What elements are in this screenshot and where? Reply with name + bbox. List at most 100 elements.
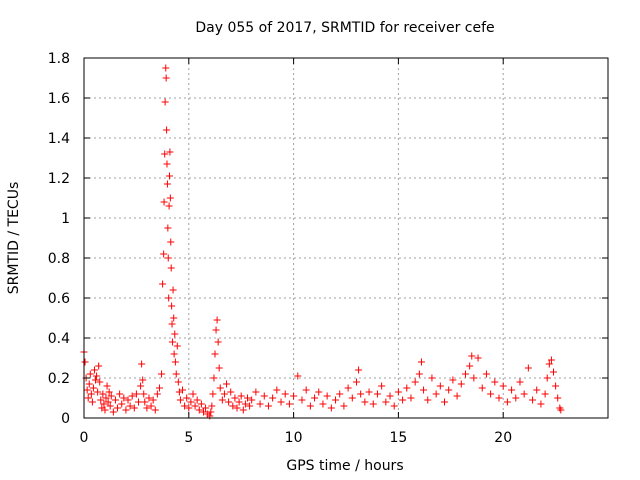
data-points bbox=[80, 64, 565, 420]
data-point bbox=[373, 390, 381, 398]
data-point bbox=[169, 286, 177, 294]
data-point bbox=[213, 316, 221, 324]
data-point bbox=[470, 374, 478, 382]
data-point bbox=[445, 386, 453, 394]
data-point bbox=[378, 382, 386, 390]
data-point bbox=[547, 356, 555, 364]
data-point bbox=[239, 406, 247, 414]
data-point bbox=[252, 388, 260, 396]
data-point bbox=[352, 378, 360, 386]
data-point bbox=[466, 362, 474, 370]
data-point bbox=[220, 390, 228, 398]
data-point bbox=[95, 362, 103, 370]
data-point bbox=[163, 126, 171, 134]
data-point bbox=[138, 360, 146, 368]
data-point bbox=[130, 404, 138, 412]
data-point bbox=[164, 254, 172, 262]
data-point bbox=[197, 400, 205, 408]
data-point bbox=[557, 406, 565, 414]
data-point bbox=[87, 390, 95, 398]
data-point bbox=[235, 398, 243, 406]
data-point bbox=[164, 224, 172, 232]
data-point bbox=[166, 172, 174, 180]
data-point bbox=[165, 202, 173, 210]
data-point bbox=[107, 392, 115, 400]
data-point bbox=[126, 402, 134, 410]
data-point bbox=[179, 386, 187, 394]
data-point bbox=[89, 384, 97, 392]
data-point bbox=[181, 402, 189, 410]
data-point bbox=[163, 180, 171, 188]
data-point bbox=[468, 352, 476, 360]
data-point bbox=[111, 396, 119, 404]
data-point bbox=[99, 390, 107, 398]
data-point bbox=[210, 374, 218, 382]
data-point bbox=[516, 378, 524, 386]
data-point bbox=[122, 406, 130, 414]
data-point bbox=[162, 64, 170, 72]
grid-lines bbox=[84, 58, 608, 418]
data-point bbox=[207, 408, 215, 416]
data-point bbox=[147, 402, 155, 410]
data-point bbox=[541, 390, 549, 398]
data-point bbox=[453, 392, 461, 400]
data-point bbox=[193, 396, 201, 404]
data-point bbox=[92, 376, 100, 384]
data-point bbox=[336, 390, 344, 398]
data-point bbox=[202, 404, 210, 412]
data-point bbox=[237, 392, 245, 400]
data-point bbox=[183, 394, 191, 402]
data-point bbox=[165, 294, 173, 302]
data-point bbox=[256, 400, 264, 408]
data-point bbox=[173, 342, 181, 350]
data-point bbox=[499, 382, 507, 390]
data-point bbox=[163, 160, 171, 168]
data-point bbox=[495, 394, 503, 402]
data-point bbox=[390, 402, 398, 410]
data-point bbox=[171, 330, 179, 338]
data-point bbox=[420, 386, 428, 394]
y-tick-label: 0.2 bbox=[48, 371, 70, 387]
y-tick-label: 0.8 bbox=[48, 251, 70, 267]
data-point bbox=[394, 388, 402, 396]
data-point bbox=[348, 394, 356, 402]
data-point bbox=[189, 390, 197, 398]
data-point bbox=[550, 368, 558, 376]
data-point bbox=[227, 388, 235, 396]
data-point bbox=[191, 402, 199, 410]
data-point bbox=[311, 394, 319, 402]
data-point bbox=[158, 370, 166, 378]
data-point bbox=[281, 390, 289, 398]
data-point bbox=[171, 358, 179, 366]
data-point bbox=[120, 394, 128, 402]
data-point bbox=[161, 150, 169, 158]
data-point bbox=[554, 394, 562, 402]
data-point bbox=[457, 380, 465, 388]
data-point bbox=[97, 396, 105, 404]
plot-frame bbox=[83, 57, 609, 419]
data-point bbox=[323, 392, 331, 400]
data-point bbox=[260, 392, 268, 400]
data-point bbox=[149, 396, 157, 404]
data-point bbox=[185, 404, 193, 412]
data-point bbox=[151, 406, 159, 414]
data-point bbox=[225, 398, 233, 406]
data-point bbox=[417, 358, 425, 366]
data-point bbox=[218, 396, 226, 404]
data-point bbox=[403, 384, 411, 392]
data-point bbox=[124, 396, 132, 404]
chart-title: Day 055 of 2017, SRMTID for receiver cef… bbox=[195, 20, 494, 36]
x-tick-label: 20 bbox=[494, 430, 512, 446]
data-point bbox=[233, 404, 241, 412]
data-point bbox=[436, 382, 444, 390]
data-point bbox=[302, 386, 310, 394]
data-point bbox=[81, 358, 89, 366]
data-point bbox=[277, 398, 285, 406]
data-point bbox=[478, 384, 486, 392]
data-point bbox=[93, 372, 101, 380]
data-point bbox=[543, 374, 551, 382]
data-point bbox=[176, 396, 184, 404]
data-point bbox=[365, 388, 373, 396]
data-point bbox=[524, 364, 532, 372]
data-point bbox=[369, 400, 377, 408]
